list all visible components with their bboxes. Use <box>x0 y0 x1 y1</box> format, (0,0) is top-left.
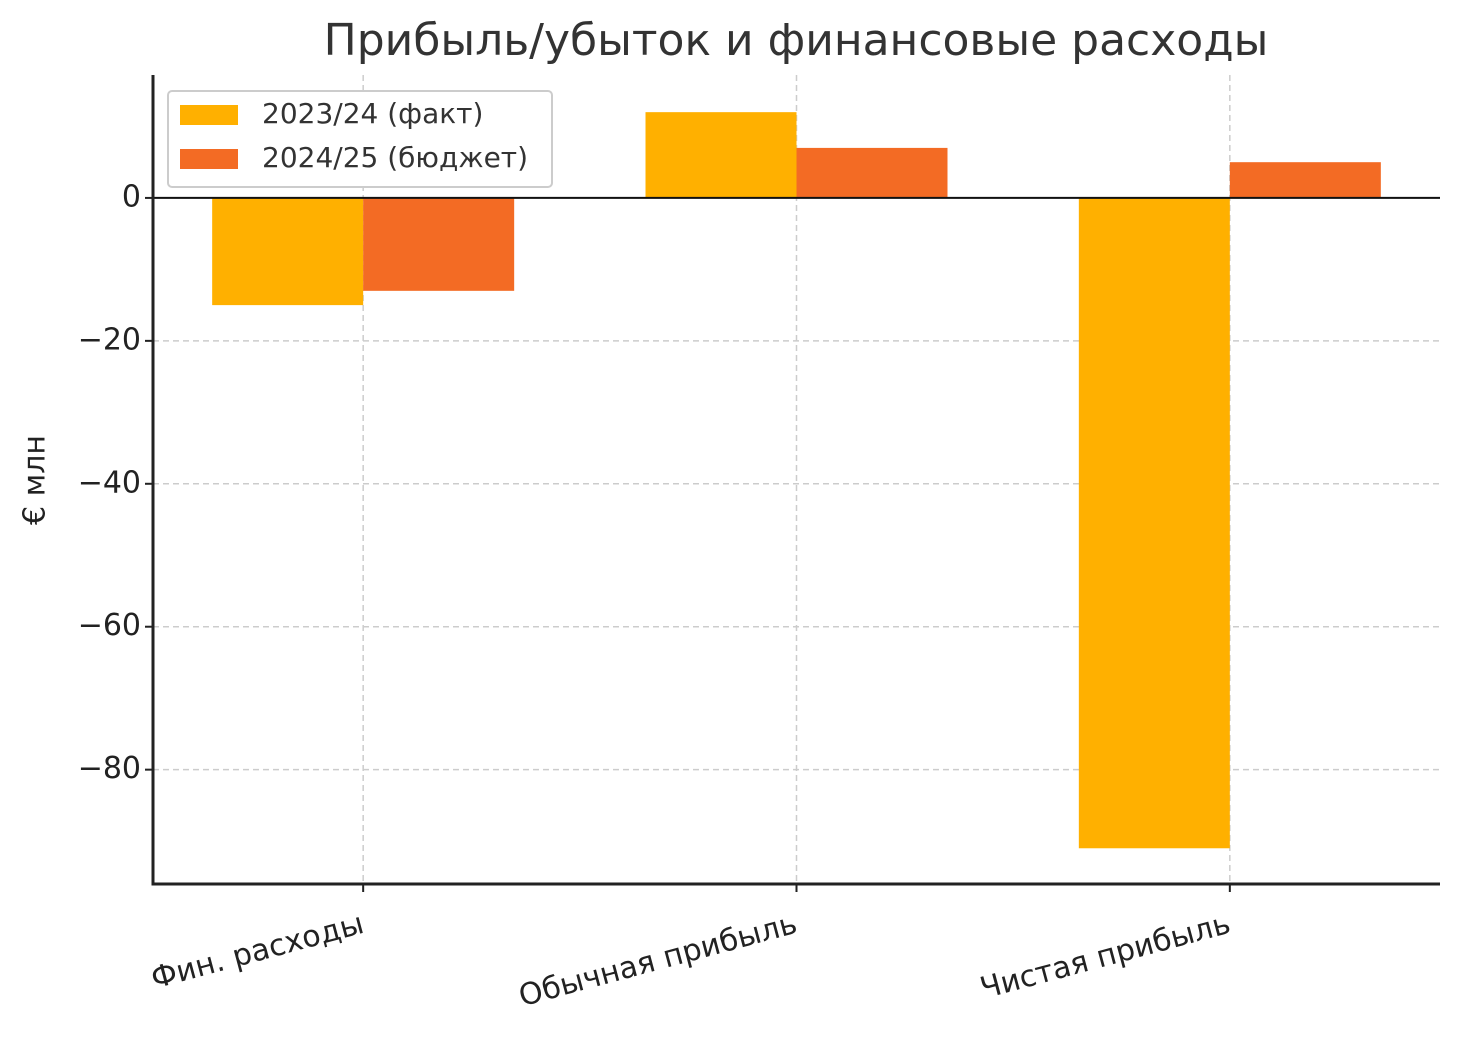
legend: 2023/24 (факт) 2024/25 (бюджет) <box>167 90 553 188</box>
x-tick-label: Обычная прибыль <box>515 906 801 1014</box>
bar <box>1229 162 1381 198</box>
legend-label: 2023/24 (факт) <box>262 97 483 130</box>
y-axis-label: € млн <box>18 435 53 525</box>
bar <box>645 112 797 198</box>
y-tick-label: −20 <box>78 322 141 357</box>
bar <box>796 147 948 198</box>
legend-swatch <box>180 105 238 125</box>
legend-swatch <box>180 149 238 169</box>
y-tick-label: 0 <box>122 179 141 214</box>
x-tick-label: Фин. расходы <box>147 906 367 996</box>
x-tick-label: Чистая прибыль <box>977 906 1234 1006</box>
y-tick-label: −60 <box>78 608 141 643</box>
chart-title: Прибыль/убыток и финансовые расходы <box>324 15 1269 66</box>
legend-label: 2024/25 (бюджет) <box>262 141 528 174</box>
axes <box>151 75 1440 886</box>
bar <box>363 197 515 291</box>
legend-frame <box>167 90 553 188</box>
bar <box>1078 197 1230 849</box>
bar <box>212 197 364 306</box>
y-tick-label: −40 <box>78 465 141 500</box>
y-tick-label: −80 <box>78 751 141 786</box>
